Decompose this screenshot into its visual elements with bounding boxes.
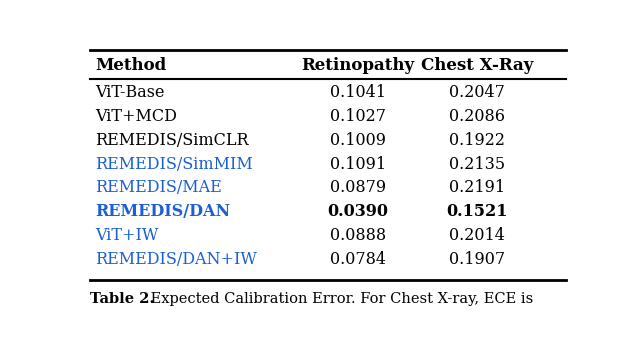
Text: 0.0879: 0.0879 xyxy=(330,179,386,196)
Text: REMEDIS/SimMIM: REMEDIS/SimMIM xyxy=(95,156,253,173)
Text: ViT+IW: ViT+IW xyxy=(95,227,158,244)
Text: 0.1091: 0.1091 xyxy=(330,156,386,173)
Text: 0.2135: 0.2135 xyxy=(449,156,505,173)
Text: 0.1922: 0.1922 xyxy=(449,132,505,149)
Text: REMEDIS/DAN: REMEDIS/DAN xyxy=(95,203,230,220)
Text: REMEDIS/SimCLR: REMEDIS/SimCLR xyxy=(95,132,248,149)
Text: Method: Method xyxy=(95,57,166,74)
Text: 0.2047: 0.2047 xyxy=(449,84,505,102)
Text: 0.1041: 0.1041 xyxy=(330,84,386,102)
Text: 0.1521: 0.1521 xyxy=(446,203,508,220)
Text: REMEDIS/MAE: REMEDIS/MAE xyxy=(95,179,221,196)
Text: ViT+MCD: ViT+MCD xyxy=(95,108,177,125)
Text: Expected Calibration Error. For Chest X-ray, ECE is: Expected Calibration Error. For Chest X-… xyxy=(146,292,533,306)
Text: 0.2086: 0.2086 xyxy=(449,108,505,125)
Text: 0.1027: 0.1027 xyxy=(330,108,386,125)
Text: Table 2.: Table 2. xyxy=(90,292,154,306)
Text: Chest X-Ray: Chest X-Ray xyxy=(420,57,533,74)
Text: REMEDIS/DAN+IW: REMEDIS/DAN+IW xyxy=(95,251,257,268)
Text: 0.0390: 0.0390 xyxy=(327,203,388,220)
Text: 0.2014: 0.2014 xyxy=(449,227,505,244)
Text: 0.2191: 0.2191 xyxy=(449,179,505,196)
Text: Retinopathy: Retinopathy xyxy=(301,57,414,74)
Text: 0.0888: 0.0888 xyxy=(330,227,386,244)
Text: 0.1907: 0.1907 xyxy=(449,251,505,268)
Text: 0.1009: 0.1009 xyxy=(330,132,386,149)
Text: 0.0784: 0.0784 xyxy=(330,251,386,268)
Text: ViT-Base: ViT-Base xyxy=(95,84,164,102)
